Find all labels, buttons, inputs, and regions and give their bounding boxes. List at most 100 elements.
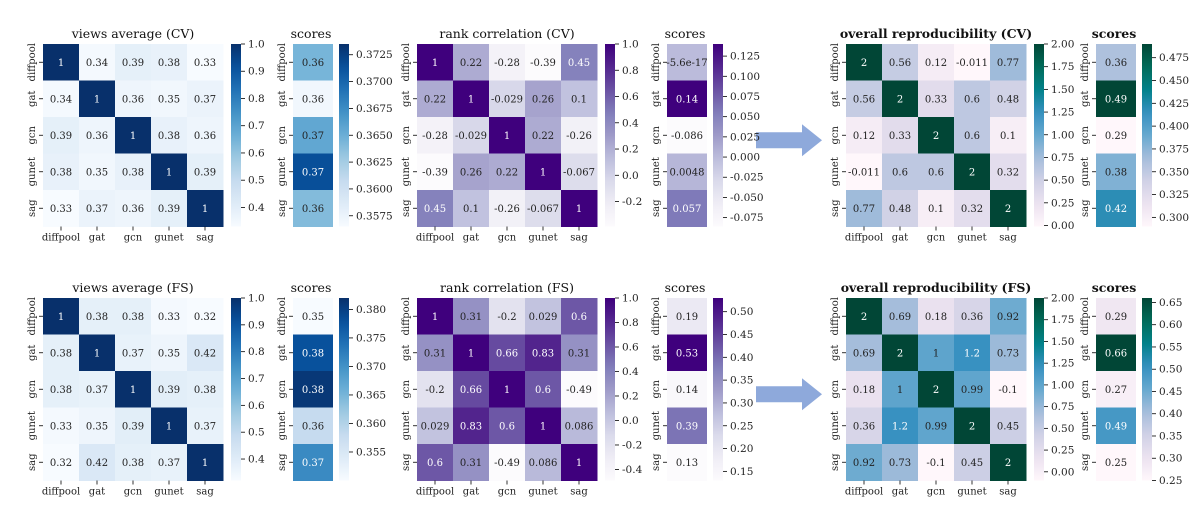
heatmap-cell xyxy=(187,44,224,81)
heatmap-cell xyxy=(417,153,454,191)
scores-colorbar-5-tick-label: 0.50 xyxy=(730,306,753,318)
colorbar-5-tick-label: 0.4 xyxy=(622,366,639,378)
scores-value-label: 0.38 xyxy=(302,348,324,359)
scores-value-label: -5.6e-17 xyxy=(666,58,707,69)
cell-value-label: -0.2 xyxy=(425,385,444,396)
heatmap-cell xyxy=(882,190,919,227)
heatmap-cell xyxy=(561,407,598,445)
colorbar-3-tick-label: 0.25 xyxy=(1051,197,1074,209)
heatmap-cell xyxy=(151,334,188,372)
cell-value-label: 1 xyxy=(58,58,64,69)
y-tick-label: gcn xyxy=(401,125,412,144)
cell-value-label: 0.6 xyxy=(928,167,944,178)
heatmap-cell xyxy=(990,44,1027,81)
cell-value-label: -0.28 xyxy=(422,131,448,142)
heatmap-cell xyxy=(918,334,955,372)
heatmap-cell xyxy=(846,153,883,191)
cell-value-label: 0.35 xyxy=(86,421,108,432)
cell-value-label: 0.48 xyxy=(997,94,1019,105)
cell-value-label: 1.2 xyxy=(964,348,980,359)
heatmap-cell xyxy=(79,44,116,81)
scores-colorbar-1-bar xyxy=(339,44,349,227)
cell-value-label: 1 xyxy=(576,458,582,469)
scores-cell xyxy=(1096,44,1136,81)
heatmap-cell xyxy=(417,334,454,372)
colorbar-5-bar xyxy=(605,298,615,481)
cell-value-label: 0.37 xyxy=(158,458,180,469)
heatmap-cell xyxy=(882,407,919,445)
cell-value-label: 0.32 xyxy=(961,204,983,215)
cell-value-label: -0.2 xyxy=(497,312,516,323)
heatmap-cell xyxy=(43,407,80,445)
scores-y-tick-label: sag xyxy=(1080,199,1091,217)
colorbar-1-bar xyxy=(231,44,241,227)
scores-colorbar-6-tick-label: 0.35 xyxy=(1159,430,1182,442)
heatmap-cell xyxy=(561,80,598,118)
heatmap-cell xyxy=(954,334,991,372)
heatmap-cell xyxy=(525,153,562,191)
scores-value-label: 0.66 xyxy=(1105,348,1127,359)
heatmap-cell xyxy=(115,190,152,227)
y-tick-label: gcn xyxy=(27,379,38,398)
scores-y-tick-label: gat xyxy=(1080,345,1091,361)
heatmap-cell xyxy=(846,80,883,118)
cell-value-label: 0.18 xyxy=(925,312,947,323)
heatmap-cell xyxy=(990,117,1027,154)
cell-value-label: 0.45 xyxy=(997,421,1019,432)
heatmap-cell xyxy=(417,371,454,408)
scores-cell xyxy=(293,444,333,481)
scores-y-tick-label: diffpool xyxy=(277,43,288,81)
scores-y-tick-label: sag xyxy=(1080,453,1091,471)
cell-value-label: 0.83 xyxy=(532,348,554,359)
cell-value-label: 0.77 xyxy=(853,204,875,215)
heatmap-cell xyxy=(151,298,188,335)
y-tick-label: gunet xyxy=(401,157,412,186)
heatmap-cell xyxy=(489,334,526,372)
cell-value-label: 0.34 xyxy=(86,58,108,69)
cell-value-label: 0.73 xyxy=(997,348,1019,359)
cell-value-label: 0.086 xyxy=(565,421,594,432)
cell-value-label: 0.1 xyxy=(1000,131,1016,142)
heatmap-cell xyxy=(954,117,991,154)
cell-value-label: 0.33 xyxy=(194,58,216,69)
x-tick-label: gunet xyxy=(528,487,557,498)
scores-colorbar-2-tick-label: -0.050 xyxy=(730,192,764,204)
heatmap-cell xyxy=(525,334,562,372)
scores-value-label: 0.37 xyxy=(302,131,324,142)
heatmap-cell xyxy=(115,334,152,372)
heatmap-cell xyxy=(561,153,598,191)
cell-value-label: 0.45 xyxy=(424,204,446,215)
scores-colorbar-1-tick-label: 0.3575 xyxy=(356,210,393,222)
x-tick-label: gcn xyxy=(498,233,517,244)
heatmap-cell xyxy=(489,407,526,445)
cell-value-label: 0.12 xyxy=(925,58,947,69)
heatmap-cell xyxy=(187,444,224,481)
right-arrow-icon xyxy=(756,124,822,157)
colorbar-2-tick-label: 0.0 xyxy=(622,170,639,182)
heatmap-cell xyxy=(846,444,883,481)
heatmap-cell xyxy=(489,117,526,154)
scores-y-tick-label: gat xyxy=(277,345,288,361)
cell-value-label: 1 xyxy=(94,94,100,105)
y-tick-label: sag xyxy=(27,199,38,217)
cell-value-label: 0.26 xyxy=(460,167,482,178)
cell-value-label: 0.22 xyxy=(532,131,554,142)
scores-value-label: 0.39 xyxy=(676,421,698,432)
heatmap-cell xyxy=(453,444,490,481)
heatmap-cell xyxy=(453,80,490,118)
scores-colorbar-5-tick-label: 0.30 xyxy=(730,397,753,409)
heatmap-cell xyxy=(43,298,80,335)
cell-value-label: 0.32 xyxy=(997,167,1019,178)
x-tick-label: gat xyxy=(463,487,479,498)
cell-value-label: 1 xyxy=(94,348,100,359)
y-tick-label: gat xyxy=(401,91,412,107)
scores-value-label: 0.36 xyxy=(302,421,324,432)
heatmap-cell xyxy=(954,80,991,118)
heatmap-cell xyxy=(43,334,80,372)
scores-cell xyxy=(1096,371,1136,408)
cell-value-label: 0.35 xyxy=(158,94,180,105)
scores-cell xyxy=(667,444,707,481)
scores-title: scores xyxy=(665,26,706,41)
heatmap-cell xyxy=(489,444,526,481)
cell-value-label: 0.42 xyxy=(194,348,216,359)
